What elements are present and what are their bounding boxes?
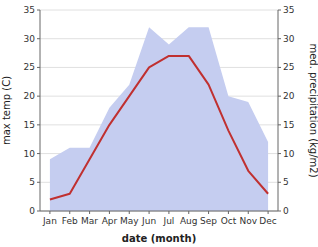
y2-tick [278, 10, 281, 11]
y2-tick [278, 67, 281, 68]
grid-line [40, 211, 278, 212]
y2-tick [278, 211, 281, 212]
x-tick-label: Apr [102, 216, 118, 226]
y2-tick [278, 153, 281, 154]
y-tick [37, 211, 40, 212]
y-tick [37, 153, 40, 154]
x-tick [208, 211, 209, 214]
y2-tick-label: 35 [283, 5, 294, 15]
y-tick-label: 25 [24, 62, 35, 72]
chart: 0 5 10 15 20 25 30 35 0 5 10 15 20 25 30 35 Jan FebMar Apr… [0, 0, 318, 247]
y2-tick-label: 25 [283, 62, 294, 72]
y2-tick [278, 96, 281, 97]
y-tick-label: 20 [24, 91, 36, 101]
axes: 0 5 10 15 20 25 30 35 0 5 10 15 20 25 30 35 Jan FebMar Apr… [24, 5, 295, 226]
y2-tick-label: 30 [283, 34, 295, 44]
x-tick [109, 211, 110, 214]
x-tick [268, 211, 269, 214]
y-tick-label: 35 [24, 5, 35, 15]
y-tick-label: 30 [24, 34, 36, 44]
y-tick-label: 10 [24, 149, 36, 159]
x-tick [129, 211, 130, 214]
x-tick [188, 211, 189, 214]
x-tick-label: Aug [180, 216, 198, 226]
y2-axis-title: med. precipitation (kg/m2) [308, 43, 318, 177]
x-tick [168, 211, 169, 214]
y-tick-label: 5 [29, 177, 35, 187]
y2-tick-label: 20 [283, 91, 295, 101]
x-axis-title: date (month) [122, 233, 196, 244]
x-tick-label: May [120, 216, 139, 226]
x-tick [228, 211, 229, 214]
y-tick [37, 182, 40, 183]
area [50, 27, 268, 211]
y-tick [37, 38, 40, 39]
y2-tick [278, 124, 281, 125]
y-axis-title: max temp (C) [1, 76, 12, 145]
x-tick-label: Dec [259, 216, 276, 226]
y2-tick-label: 15 [283, 120, 294, 130]
y-tick [37, 10, 40, 11]
x-tick [49, 211, 50, 214]
x-tick-label: Sep [200, 216, 217, 226]
x-tick [248, 211, 249, 214]
x-tick-label: Mar [81, 216, 98, 226]
y2-tick-label: 5 [283, 177, 289, 187]
x-tick-label: Jul [162, 216, 174, 226]
y2-tick-label: 10 [283, 149, 295, 159]
y2-axis-line [278, 10, 279, 211]
x-axis-line [40, 211, 278, 212]
x-tick-label: Nov [239, 216, 257, 226]
grid-line [40, 10, 278, 11]
y-tick [37, 96, 40, 97]
x-tick [89, 211, 90, 214]
x-tick-label: Feb [62, 216, 78, 226]
x-tick-label: Oct [221, 216, 237, 226]
y2-tick [278, 182, 281, 183]
y2-tick [278, 38, 281, 39]
y-tick [37, 124, 40, 125]
y-tick-label: 0 [29, 206, 35, 216]
plot-area [50, 27, 268, 211]
x-tick-label: Jun [141, 216, 156, 226]
x-tick [149, 211, 150, 214]
y2-tick-label: 0 [283, 206, 289, 216]
grid [40, 10, 278, 211]
y-tick [37, 67, 40, 68]
line [50, 56, 268, 200]
x-tick-label: Jan [42, 216, 57, 226]
x-tick [69, 211, 70, 214]
y-tick-label: 15 [24, 120, 35, 130]
y-axis-line [40, 10, 41, 211]
